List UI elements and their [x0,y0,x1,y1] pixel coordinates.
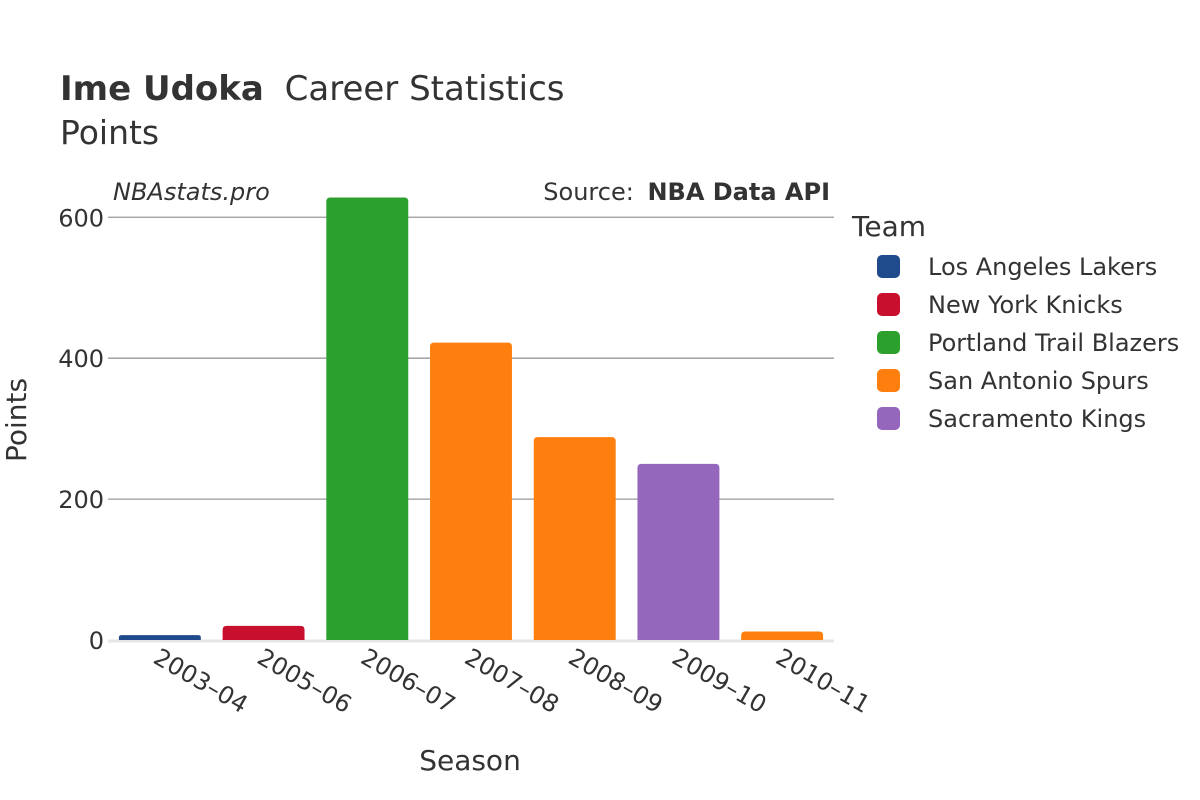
legend-swatch [877,331,900,354]
legend-item[interactable]: Los Angeles Lakers [877,253,1157,281]
y-tick-label: 0 [89,627,104,655]
legend-item[interactable]: Sacramento Kings [877,405,1146,433]
y-tick-label: 200 [58,486,104,514]
y-axis-title: Points [0,378,33,462]
bar-2003–04[interactable] [118,635,201,640]
y-tick-label: 400 [58,345,104,373]
legend-label: New York Knicks [928,291,1123,319]
x-tick-label: 2007–08 [460,643,564,719]
legend-swatch [877,369,900,392]
bar-2009–10[interactable] [637,463,720,640]
bar-2005–06[interactable] [222,625,305,640]
legend-swatch [877,255,900,278]
x-axis-title: Season [419,744,521,777]
brand-label: NBAstats.pro [113,178,270,206]
bar-2008–09[interactable] [533,437,616,640]
bar-2007–08[interactable] [430,342,512,640]
legend-item[interactable]: New York Knicks [877,291,1123,319]
bar-2010–11[interactable] [741,631,824,640]
y-axis-ticks: 0 200 400 600 [58,204,104,655]
legend-label: Sacramento Kings [928,405,1146,433]
chart-title-player: Ime Udoka [60,69,264,109]
x-tick-label: 2009–10 [667,643,771,719]
y-tick-label: 600 [58,204,104,232]
source-name: NBA Data API [647,178,830,206]
legend-label: Los Angeles Lakers [928,253,1157,281]
x-axis-ticks: 2003–04 2005–06 2006–07 2007–08 2008–09 2009–… [149,643,875,719]
x-tick-label: 2008–09 [564,643,668,719]
x-tick-label: 2005–06 [253,643,357,719]
legend-swatch [877,293,900,316]
legend-swatch [877,407,900,430]
legend: Los Angeles Lakers New York Knicks Portlan… [877,253,1179,433]
legend-item[interactable]: San Antonio Spurs [877,367,1149,395]
chart-subtitle: Points [60,113,159,152]
x-tick-label: 2003–04 [149,643,253,719]
bars [118,197,824,640]
bar-2006–07[interactable] [326,197,409,640]
x-tick-label: 2006–07 [356,643,460,719]
legend-label: San Antonio Spurs [928,367,1149,395]
legend-label: Portland Trail Blazers [928,329,1179,357]
source-label: Source: [543,178,634,206]
legend-title: Team [851,210,926,243]
legend-item[interactable]: Portland Trail Blazers [877,329,1179,357]
x-tick-label: 2010–11 [771,643,875,719]
chart-title-rest: Career Statistics [285,69,565,109]
source-credit: Source: NBA Data API [543,178,830,206]
chart-title: Ime Udoka Career Statistics [60,69,565,109]
